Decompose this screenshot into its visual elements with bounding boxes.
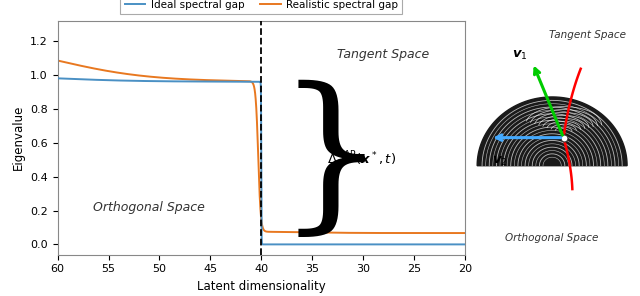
Ideal spectral gap	[298, 243, 305, 246]
Realistic spectral gap	[305, 231, 313, 234]
Text: $\Delta_k^{\mathrm{GAP}}(\boldsymbol{x}^*,t)$: $\Delta_k^{\mathrm{GAP}}(\boldsymbol{x}^…	[328, 149, 397, 170]
Realistic spectral gap	[362, 231, 369, 235]
Ideal spectral gap	[405, 243, 413, 246]
Ideal spectral gap	[54, 77, 61, 80]
Text: Tangent Space: Tangent Space	[550, 30, 627, 40]
Realistic spectral gap	[298, 230, 305, 234]
Legend: Ideal spectral gap, Realistic spectral gap: Ideal spectral gap, Realistic spectral g…	[120, 0, 402, 14]
Text: Orthogonal Space: Orthogonal Space	[506, 233, 599, 243]
X-axis label: Latent dimensionality: Latent dimensionality	[197, 280, 326, 293]
Realistic spectral gap	[405, 231, 413, 235]
Text: $\boldsymbol{v}_1$: $\boldsymbol{v}_1$	[511, 49, 527, 62]
Line: Ideal spectral gap: Ideal spectral gap	[58, 78, 465, 244]
Y-axis label: Eigenvalue: Eigenvalue	[12, 105, 24, 170]
Ideal spectral gap	[362, 243, 369, 246]
Realistic spectral gap	[179, 77, 186, 81]
Polygon shape	[477, 97, 627, 166]
Text: $\boldsymbol{v}_2$: $\boldsymbol{v}_2$	[492, 155, 508, 168]
Text: Orthogonal Space: Orthogonal Space	[93, 201, 205, 214]
Ideal spectral gap	[391, 243, 399, 246]
Text: Tangent Space: Tangent Space	[337, 48, 429, 61]
Ideal spectral gap	[461, 243, 468, 246]
Realistic spectral gap	[391, 231, 399, 235]
Text: }: }	[276, 80, 385, 244]
Realistic spectral gap	[54, 59, 61, 62]
Ideal spectral gap	[179, 80, 186, 83]
Ideal spectral gap	[305, 243, 313, 246]
Line: Realistic spectral gap: Realistic spectral gap	[58, 61, 465, 233]
Realistic spectral gap	[461, 231, 468, 235]
Ideal spectral gap	[348, 243, 355, 246]
